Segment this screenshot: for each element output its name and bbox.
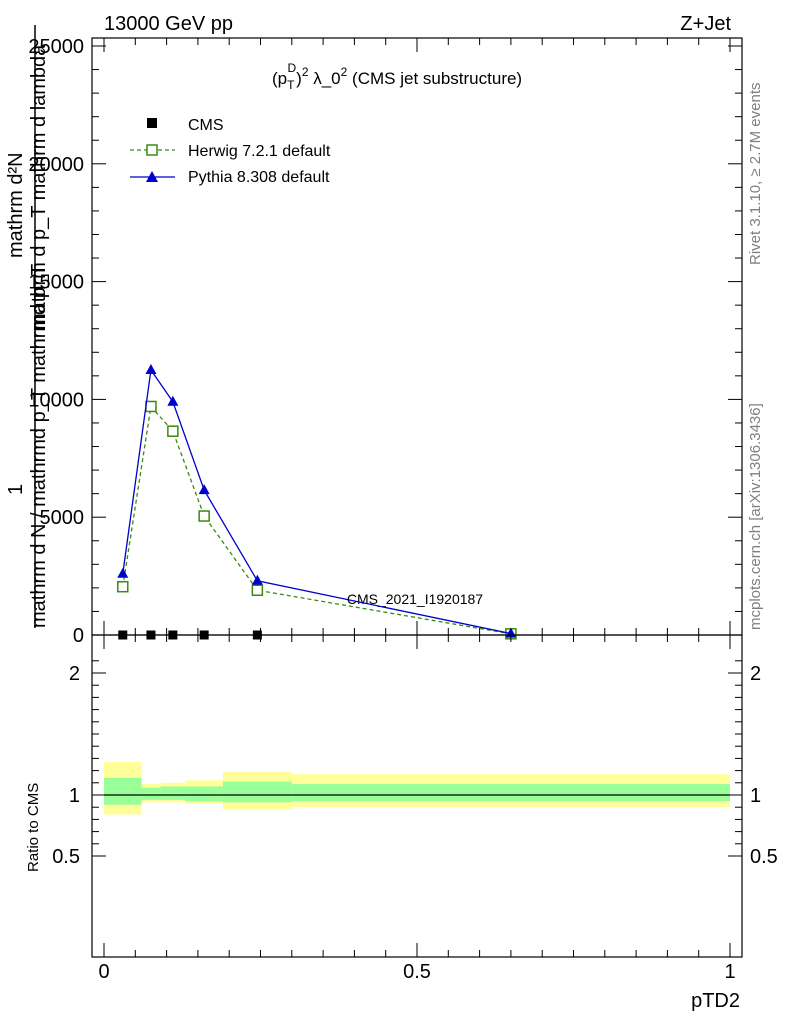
header-left: 13000 GeV pp — [104, 13, 233, 35]
herwig-point — [145, 400, 157, 413]
ylabel-mid: mathrm d p_T mathrm d lambda — [28, 44, 50, 330]
legend-label-cms: CMS — [188, 117, 224, 134]
legend-label-pythia: Pythia 8.308 default — [188, 169, 330, 186]
header-right: Z+Jet — [680, 13, 731, 35]
y-tick-label: 25000 — [28, 36, 84, 58]
y-tick-label: 10000 — [28, 389, 84, 411]
herwig-point — [251, 584, 264, 596]
pythia-point — [117, 567, 129, 578]
y-tick-label: 15000 — [28, 272, 84, 294]
plot-title: (pTD)2 λ_02 (CMS jet substructure) — [272, 61, 522, 92]
mcplots-label: mcplots.cern.ch [arXiv:1306.3436] — [747, 403, 764, 630]
x-tick-label: 1 — [724, 961, 735, 983]
uncertainty-band-green — [160, 786, 186, 800]
ratio-y-tick-label-right: 0.5 — [750, 846, 778, 868]
analysis-watermark: CMS_2021_I1920187 — [347, 591, 483, 607]
y-tick-label: 0 — [73, 625, 84, 647]
legend-marker-cms — [147, 118, 157, 128]
pythia-point — [198, 484, 210, 495]
ylabel-top: mathrm d²N — [5, 152, 27, 258]
uncertainty-band-green — [291, 784, 730, 802]
uncertainty-band-green — [222, 781, 292, 803]
pythia-point — [145, 363, 157, 374]
ratio-plot: 0.5 0.5 1 1 2 2 0 0.5 1 — [52, 634, 778, 983]
xlabel: pTD2 — [691, 990, 740, 1012]
y-tick-label: 5000 — [40, 507, 85, 529]
legend-marker-herwig — [146, 144, 158, 156]
series-line-2 — [122, 368, 512, 635]
legend: CMS Herwig 7.2.1 default Pythia 8.308 de… — [130, 117, 331, 186]
uncertainty-band-green — [141, 787, 161, 800]
ratio-y-tick-label: 0.5 — [52, 846, 80, 868]
pythia-point — [167, 395, 179, 406]
x-tick-label: 0.5 — [403, 961, 431, 983]
uncertainty-band-green — [104, 777, 142, 805]
herwig-point — [198, 510, 210, 522]
uncertainty-band-green — [185, 786, 223, 802]
herwig-point — [167, 425, 179, 437]
main-plot: 0 5000 10000 15000 20000 25000 — [28, 36, 743, 647]
ylabel-bottom: mathrm d N / mathrmd p_T mathrmd p_T — [28, 264, 50, 628]
legend-label-herwig: Herwig 7.2.1 default — [188, 143, 331, 160]
ylabel-num: 1 — [5, 484, 27, 495]
y-tick-label: 20000 — [28, 154, 84, 176]
legend-marker-pythia — [146, 171, 158, 182]
x-tick-label: 0 — [98, 961, 109, 983]
ratio-y-tick-label: 2 — [69, 663, 80, 685]
ratio-ylabel: Ratio to CMS — [25, 783, 42, 872]
pythia-point — [251, 574, 263, 585]
ratio-y-tick-label: 1 — [69, 785, 80, 807]
ratio-y-tick-label-right: 1 — [750, 785, 761, 807]
rivet-label: Rivet 3.1.10, ≥ 2.7M events — [747, 83, 764, 266]
ratio-y-tick-label-right: 2 — [750, 663, 761, 685]
series-line-1 — [122, 405, 512, 635]
herwig-point — [117, 580, 129, 593]
